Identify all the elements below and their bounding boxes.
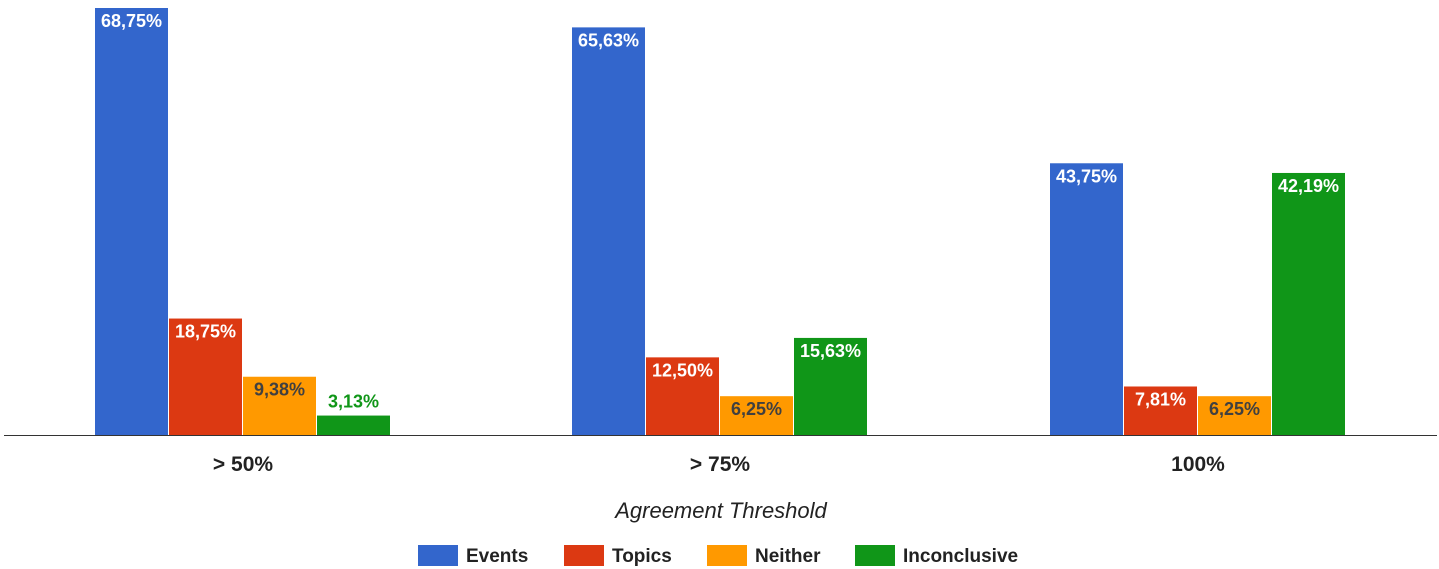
x-tick-labels: > 50% > 75% 100% xyxy=(213,453,1225,476)
x-tick-label-1: > 75% xyxy=(690,453,750,476)
legend-label-topics[interactable]: Topics xyxy=(612,546,672,567)
bar-label-topics-2: 7,81% xyxy=(1135,389,1186,409)
legend-swatch-inconclusive[interactable] xyxy=(855,545,895,566)
bar-topics-2[interactable] xyxy=(1124,386,1197,435)
legend-label-neither[interactable]: Neither xyxy=(755,546,821,567)
legend-swatch-events[interactable] xyxy=(418,545,458,566)
bar-topics-1[interactable] xyxy=(646,357,719,435)
bar-label-events-2: 43,75% xyxy=(1056,166,1117,186)
bar-inconclusive-2[interactable] xyxy=(1272,172,1345,436)
bar-events-1[interactable] xyxy=(572,27,645,435)
x-tick-label-0: > 50% xyxy=(213,453,273,476)
bar-label-events-0: 68,75% xyxy=(101,11,162,31)
bar-labels-group: 68,75% 18,75% 9,38% 3,13% 65,63% 12,50% 6,25% 1… xyxy=(101,11,1339,419)
bar-label-topics-1: 12,50% xyxy=(652,360,713,380)
bar-label-inconclusive-2: 42,19% xyxy=(1278,176,1339,196)
x-axis-title: Agreement Threshold xyxy=(613,498,827,523)
legend-swatch-topics[interactable] xyxy=(564,545,604,566)
bar-neither-2[interactable] xyxy=(1198,396,1271,435)
bars-group xyxy=(95,8,1345,436)
bar-neither-0[interactable] xyxy=(243,376,316,435)
bar-label-topics-0: 18,75% xyxy=(175,322,236,342)
bar-inconclusive-0[interactable] xyxy=(317,415,390,435)
legend-label-events[interactable]: Events xyxy=(466,546,528,567)
bar-label-inconclusive-1: 15,63% xyxy=(800,341,861,361)
legend-swatch-neither[interactable] xyxy=(707,545,747,566)
bar-label-neither-0: 9,38% xyxy=(254,380,305,400)
bar-topics-0[interactable] xyxy=(169,318,242,435)
legend[interactable]: Events Topics Neither Inconclusive xyxy=(418,545,1018,567)
bar-label-neither-1: 6,25% xyxy=(731,399,782,419)
bar-events-0[interactable] xyxy=(95,8,168,435)
bar-neither-1[interactable] xyxy=(720,396,793,435)
bar-label-neither-2: 6,25% xyxy=(1209,399,1260,419)
bar-inconclusive-1[interactable] xyxy=(794,337,867,435)
x-tick-label-2: 100% xyxy=(1171,453,1225,476)
bar-label-inconclusive-0: 3,13% xyxy=(328,392,379,412)
legend-label-inconclusive[interactable]: Inconclusive xyxy=(903,546,1018,567)
bar-label-events-1: 65,63% xyxy=(578,30,639,50)
bar-events-2[interactable] xyxy=(1050,163,1123,436)
